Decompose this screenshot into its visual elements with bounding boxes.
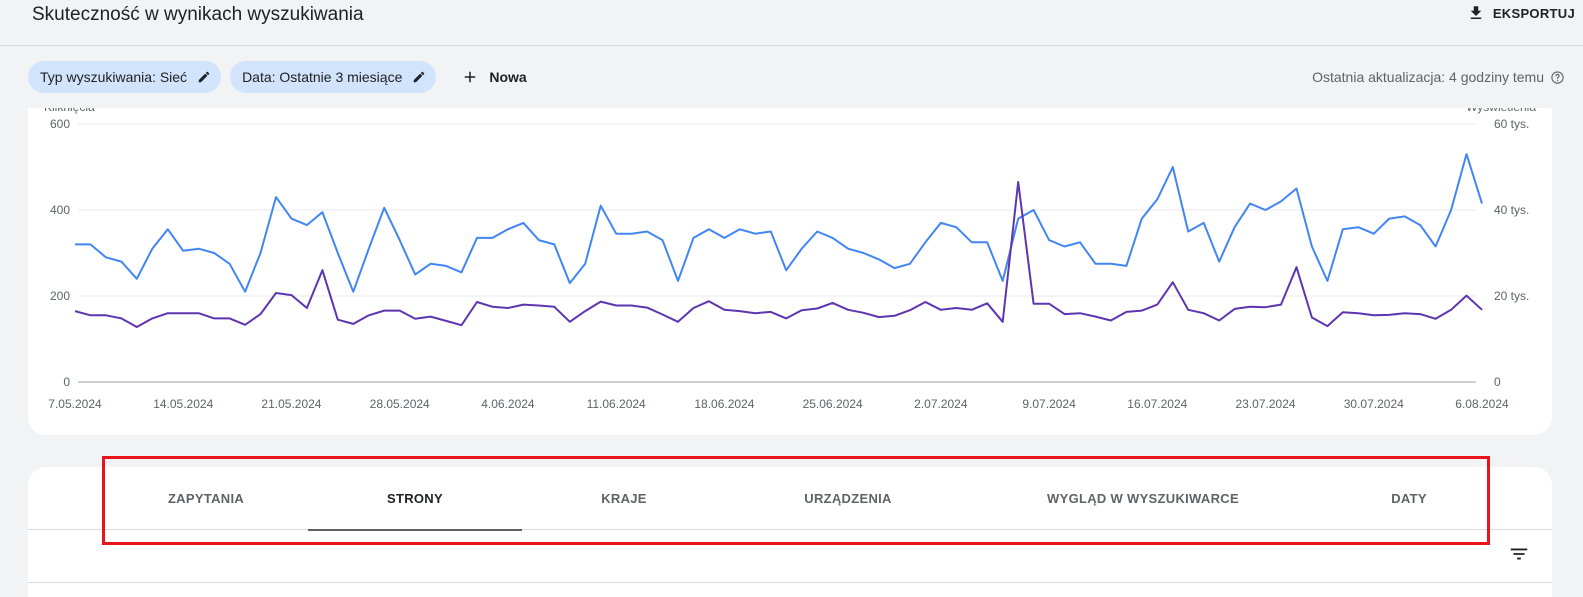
y-left-tick-label: 0 bbox=[63, 375, 70, 389]
tab-dates[interactable]: DATY bbox=[1391, 491, 1427, 506]
filter-chip-date[interactable]: Data: Ostatnie 3 miesiące bbox=[230, 61, 437, 93]
tab-countries[interactable]: KRAJE bbox=[601, 491, 647, 506]
x-tick-label: 11.06.2024 bbox=[587, 397, 646, 411]
results-table-card: ZAPYTANIA STRONY KRAJE URZĄDZENIA WYGLĄD… bbox=[28, 467, 1552, 597]
y-right-tick-label: 60 tys. bbox=[1494, 117, 1529, 131]
clicks-line bbox=[74, 181, 1483, 328]
y-right-tick-label: 20 tys. bbox=[1494, 289, 1529, 303]
plus-icon bbox=[465, 71, 476, 83]
x-tick-label: 18.06.2024 bbox=[694, 397, 754, 411]
page-title: Skuteczność w wynikach wyszukiwania bbox=[32, 4, 364, 25]
y-right-tick-label: 0 bbox=[1494, 375, 1501, 389]
impressions-line bbox=[75, 153, 1483, 293]
y-left-tick-label: 600 bbox=[50, 117, 70, 131]
y-left-axis-title: Kliknięcia bbox=[44, 108, 95, 114]
filter-bar: Typ wyszukiwania: Sieć Data: Ostatnie 3 … bbox=[28, 61, 533, 93]
add-filter-button[interactable]: Nowa bbox=[455, 61, 532, 93]
x-tick-label: 6.08.2024 bbox=[1455, 397, 1509, 411]
table-divider bbox=[28, 582, 1552, 583]
dimension-tabs: ZAPYTANIA STRONY KRAJE URZĄDZENIA WYGLĄD… bbox=[28, 467, 1552, 531]
y-left-tick-label: 200 bbox=[50, 289, 70, 303]
x-tick-label: 9.07.2024 bbox=[1022, 397, 1076, 411]
x-tick-label: 25.06.2024 bbox=[803, 397, 863, 411]
tab-search-appearance[interactable]: WYGLĄD W WYSZUKIWARCE bbox=[1047, 491, 1239, 506]
page-header: Skuteczność w wynikach wyszukiwania EKSP… bbox=[0, 0, 1583, 46]
edit-pencil-icon bbox=[198, 71, 210, 83]
filter-chip-label: Data: Ostatnie 3 miesiące bbox=[242, 69, 403, 85]
tab-devices[interactable]: URZĄDZENIA bbox=[804, 491, 892, 506]
tab-pages[interactable]: STRONY bbox=[308, 467, 522, 531]
x-tick-label: 14.05.2024 bbox=[153, 397, 213, 411]
tab-queries[interactable]: ZAPYTANIA bbox=[167, 491, 245, 506]
x-tick-label: 23.07.2024 bbox=[1236, 397, 1296, 411]
performance-chart: 0 0 200 20 tys. 400 40 tys. 600 60 tys. Kliknięc… bbox=[44, 108, 1536, 411]
y-left-tick-label: 400 bbox=[50, 203, 70, 217]
y-right-axis-title: Wyświetlenia bbox=[1466, 108, 1536, 114]
x-tick-label: 28.05.2024 bbox=[370, 397, 430, 411]
last-update-info: Ostatnia aktualizacja: 4 godziny temu bbox=[1312, 69, 1565, 85]
x-tick-label: 7.05.2024 bbox=[48, 397, 102, 411]
x-tick-label: 4.06.2024 bbox=[481, 397, 535, 411]
help-icon[interactable] bbox=[1550, 70, 1565, 85]
last-update-text: Ostatnia aktualizacja: 4 godziny temu bbox=[1312, 69, 1544, 85]
export-label: EKSPORTUJ bbox=[1492, 5, 1575, 21]
export-button[interactable]: EKSPORTUJ bbox=[1467, 4, 1575, 22]
performance-chart-card: 0 0 200 20 tys. 400 40 tys. 600 60 tys. Kliknięc… bbox=[28, 108, 1552, 435]
x-tick-label: 16.07.2024 bbox=[1127, 397, 1187, 411]
x-tick-label: 2.07.2024 bbox=[914, 397, 968, 411]
x-tick-label: 30.07.2024 bbox=[1344, 397, 1404, 411]
filter-chip-label: Typ wyszukiwania: Sieć bbox=[40, 69, 188, 85]
filter-list-icon[interactable] bbox=[1508, 543, 1530, 565]
add-filter-label: Nowa bbox=[489, 69, 527, 85]
x-tick-label: 21.05.2024 bbox=[261, 397, 321, 411]
download-icon bbox=[1470, 6, 1482, 19]
edit-pencil-icon bbox=[414, 71, 425, 83]
y-right-tick-label: 40 tys. bbox=[1494, 203, 1529, 217]
filter-chip-search-type[interactable]: Typ wyszukiwania: Sieć bbox=[28, 61, 222, 93]
